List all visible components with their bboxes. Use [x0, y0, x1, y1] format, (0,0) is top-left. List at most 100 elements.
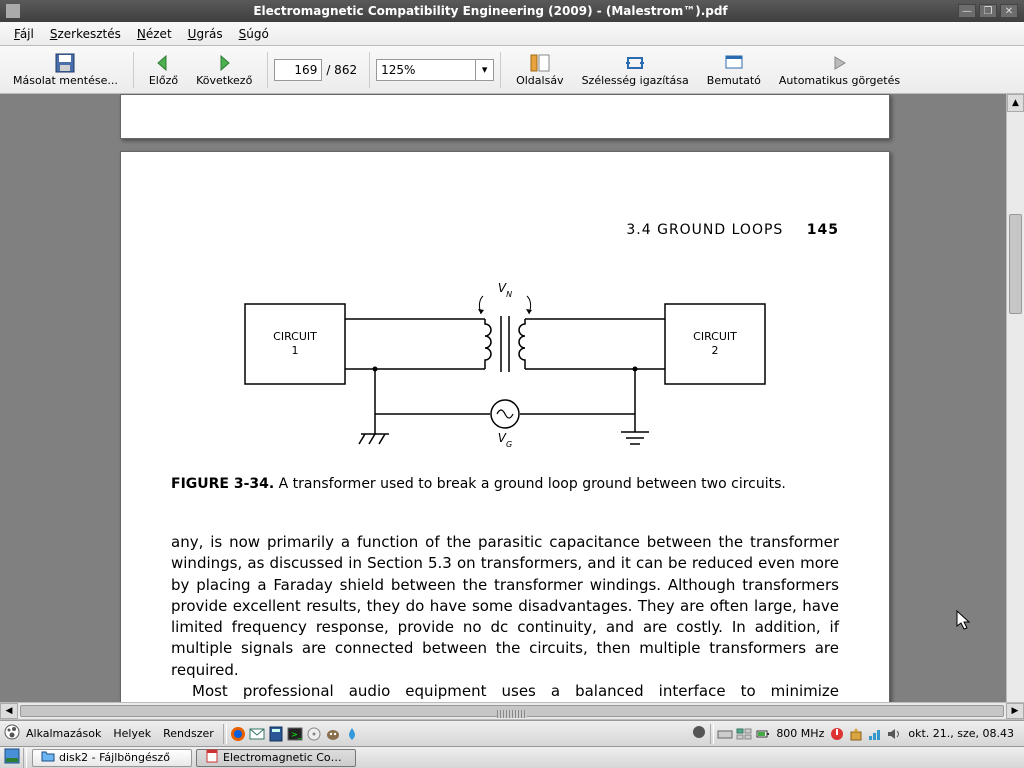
- chevron-down-icon[interactable]: ▾: [475, 60, 493, 80]
- horizontal-scrollbar[interactable]: ◀ ▶: [0, 702, 1024, 720]
- floppy-icon: [54, 52, 76, 74]
- menu-file[interactable]: Fájl: [6, 24, 42, 44]
- paragraph-1: any, is now primarily a function of the …: [171, 532, 839, 681]
- gnome-panel-top: Alkalmazások Helyek Rendszer >_ 800 MHz …: [0, 720, 1024, 746]
- toolbar-separator: [267, 52, 268, 88]
- menu-go[interactable]: Ugrás: [180, 24, 231, 44]
- panel-system[interactable]: Rendszer: [157, 725, 220, 742]
- previous-page-sliver: [120, 94, 890, 139]
- play-icon: [828, 52, 850, 74]
- section-label: 3.4 GROUND LOOPS: [626, 222, 783, 238]
- battery-icon[interactable]: [755, 726, 771, 742]
- keyboard-icon[interactable]: [717, 726, 733, 742]
- arrow-left-icon: [152, 52, 174, 74]
- vg-label: VG: [498, 431, 512, 449]
- panel-system-label: Rendszer: [163, 727, 214, 740]
- disc-icon[interactable]: [306, 726, 322, 742]
- next-label: Következő: [196, 74, 252, 87]
- arrow-right-icon: [213, 52, 235, 74]
- mail-icon[interactable]: [249, 726, 265, 742]
- save-copy-button[interactable]: Másolat mentése...: [6, 49, 125, 90]
- body-text: any, is now primarily a function of the …: [171, 532, 839, 720]
- gnome-panel-bottom: disk2 - Fájlböngésző Electromagnetic Com…: [0, 746, 1024, 768]
- page-number-input[interactable]: [274, 59, 322, 81]
- auto-scroll-button[interactable]: Automatikus görgetés: [772, 49, 907, 90]
- page-stack: 3.4 GROUND LOOPS 145 CIRCUIT 1 CIRCUIT 2: [120, 94, 890, 720]
- deluge-icon[interactable]: [344, 726, 360, 742]
- update-icon[interactable]: [848, 726, 864, 742]
- scroll-left-button[interactable]: ◀: [0, 703, 18, 719]
- scroll-thumb-vertical[interactable]: [1009, 214, 1022, 314]
- figure-svg: CIRCUIT 1 CIRCUIT 2 VN: [225, 274, 785, 454]
- panel-separator: [223, 724, 227, 744]
- presentation-label: Bemutató: [707, 74, 761, 87]
- pdf-icon: [205, 749, 219, 766]
- firefox-icon[interactable]: [230, 726, 246, 742]
- panel-places-label: Helyek: [113, 727, 151, 740]
- power-icon[interactable]: [829, 726, 845, 742]
- menu-help-label: Súgó: [239, 27, 269, 41]
- menu-view[interactable]: Nézet: [129, 24, 180, 44]
- circuit2-num: 2: [712, 344, 719, 357]
- folder-icon: [41, 749, 55, 766]
- vn-label: VN: [498, 281, 512, 299]
- workspace-icon[interactable]: [736, 726, 752, 742]
- launcher-tray: >_: [230, 726, 360, 742]
- zoom-input[interactable]: [377, 63, 457, 77]
- circuit1-num: 1: [292, 344, 299, 357]
- panel-applications[interactable]: Alkalmazások: [20, 725, 107, 742]
- toolbar-separator: [500, 52, 501, 88]
- panel-separator: [23, 748, 27, 768]
- calc-icon[interactable]: [268, 726, 284, 742]
- panel-places[interactable]: Helyek: [107, 725, 157, 742]
- page-total-label: / 862: [326, 63, 357, 77]
- menu-view-label: Nézet: [137, 27, 172, 41]
- menu-help[interactable]: Súgó: [231, 24, 277, 44]
- fit-width-button[interactable]: Szélesség igazítása: [575, 49, 696, 90]
- taskbar-w2-label: Electromagnetic Comp...: [223, 751, 347, 764]
- network-icon[interactable]: [867, 726, 883, 742]
- presentation-icon: [723, 52, 745, 74]
- taskbar-window-2[interactable]: Electromagnetic Comp...: [196, 749, 356, 767]
- next-button[interactable]: Következő: [189, 49, 259, 90]
- panel-clock[interactable]: okt. 21., sze, 08.43: [902, 727, 1020, 740]
- grip-icon: [497, 710, 527, 718]
- menu-bar: Fájl Szerkesztés Nézet Ugrás Súgó: [0, 22, 1024, 46]
- pdf-page: 3.4 GROUND LOOPS 145 CIRCUIT 1 CIRCUIT 2: [120, 151, 890, 720]
- zoom-combobox[interactable]: ▾: [376, 59, 494, 81]
- fit-width-label: Szélesség igazítása: [582, 74, 689, 87]
- panel-apps-label: Alkalmazások: [26, 727, 101, 740]
- circuit1-label: CIRCUIT: [273, 330, 317, 343]
- running-head: 3.4 GROUND LOOPS 145: [171, 222, 839, 238]
- previous-button[interactable]: Előző: [142, 49, 185, 90]
- maximize-button[interactable]: ❐: [979, 4, 997, 18]
- presentation-button[interactable]: Bemutató: [700, 49, 768, 90]
- taskbar-window-1[interactable]: disk2 - Fájlböngésző: [32, 749, 192, 767]
- minimize-button[interactable]: —: [958, 4, 976, 18]
- vertical-scrollbar[interactable]: ▲ ▼: [1006, 94, 1024, 720]
- scroll-right-button[interactable]: ▶: [1006, 703, 1024, 719]
- toolbar-separator: [133, 52, 134, 88]
- gimp-icon[interactable]: [325, 726, 341, 742]
- figcap-label: FIGURE 3-34.: [171, 476, 274, 492]
- system-tray: 800 MHz: [717, 726, 902, 742]
- tray-icon-1[interactable]: [691, 724, 707, 743]
- terminal-icon[interactable]: >_: [287, 726, 303, 742]
- volume-icon[interactable]: [886, 726, 902, 742]
- menu-edit-label: Szerkesztés: [50, 27, 121, 41]
- toolbar: Másolat mentése... Előző Következő / 862…: [0, 46, 1024, 94]
- panel-separator: [710, 724, 714, 744]
- page-number: 145: [807, 222, 839, 238]
- sidebar-button[interactable]: Oldalsáv: [509, 49, 570, 90]
- fit-width-icon: [624, 52, 646, 74]
- menu-go-label: Ugrás: [188, 27, 223, 41]
- scroll-thumb-horizontal[interactable]: [20, 705, 1004, 717]
- close-button[interactable]: ✕: [1000, 4, 1018, 18]
- sidebar-icon: [529, 52, 551, 74]
- menu-edit[interactable]: Szerkesztés: [42, 24, 129, 44]
- scroll-up-button[interactable]: ▲: [1007, 94, 1024, 112]
- gnome-foot-icon[interactable]: [4, 724, 20, 743]
- window-title: Electromagnetic Compatibility Engineerin…: [26, 4, 955, 18]
- show-desktop-icon[interactable]: [4, 748, 20, 767]
- cpu-freq-label[interactable]: 800 MHz: [776, 727, 824, 740]
